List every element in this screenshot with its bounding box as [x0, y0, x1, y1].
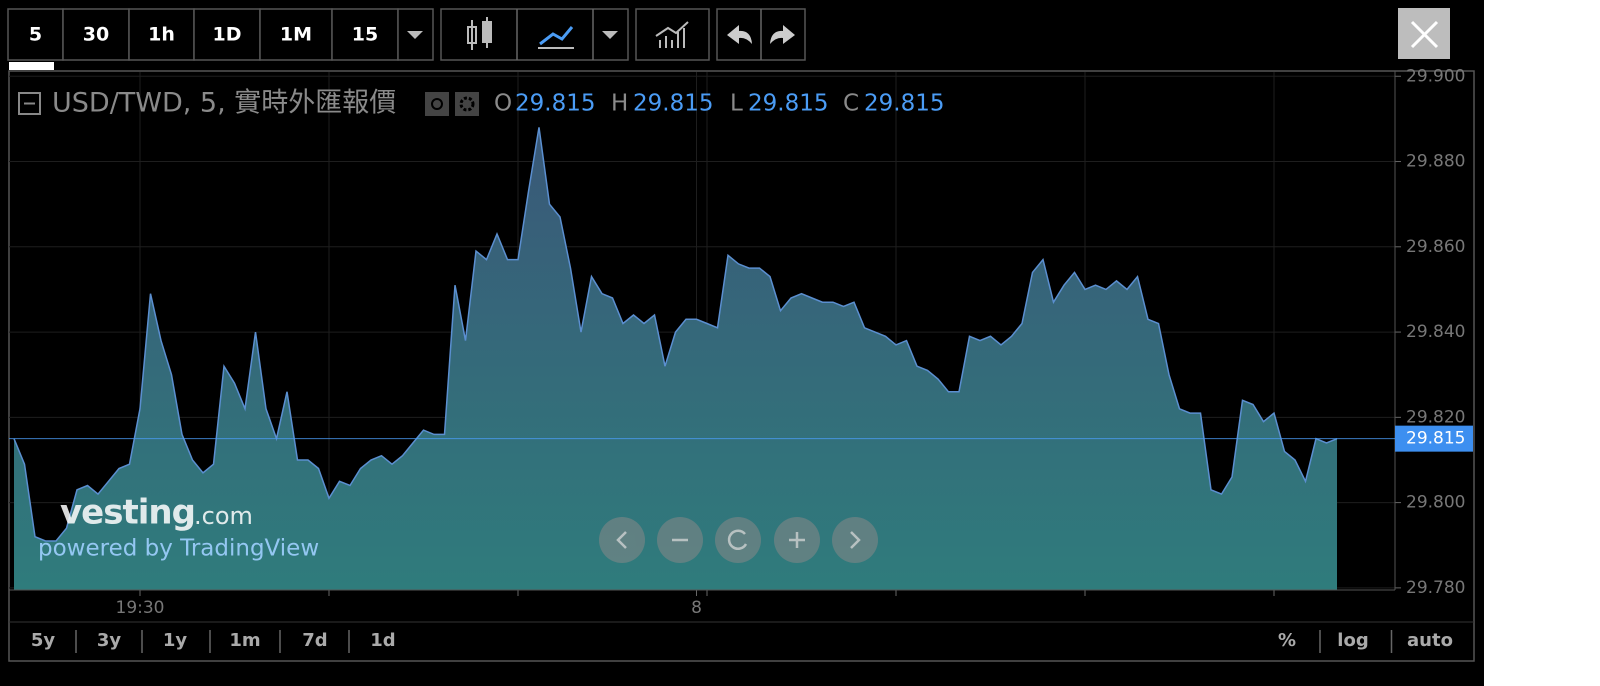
price-line [13, 127, 1338, 542]
scale-option[interactable]: auto [1407, 630, 1453, 651]
scale-option[interactable]: log [1337, 630, 1368, 651]
high-label: H [611, 91, 628, 117]
y-tick-label: 29.820 [1406, 407, 1465, 427]
low-label: L [730, 91, 743, 117]
close-icon [1410, 20, 1439, 49]
candle-icon [467, 17, 492, 50]
current-price-label: 29.815 [1406, 429, 1465, 449]
range-button[interactable]: 3y [97, 630, 122, 651]
y-tick-label: 29.900 [1406, 66, 1465, 86]
symbol-label: USD/TWD, 5, 實時外匯報價 [52, 88, 396, 119]
bottom-bar: 5y 3y 1y 1m 7d 1d% log auto [31, 630, 1453, 653]
indicators-button[interactable] [635, 8, 710, 61]
watermark: vesting .com powered by TradingView [38, 493, 319, 562]
plot: 19:30 8 29.780 29.800 29.820 29.840 29.860 29.8… [9, 66, 1473, 618]
interval-label: 15 [352, 24, 378, 46]
x-tick-label: 19:30 [116, 598, 165, 618]
y-tick-label: 29.880 [1406, 152, 1465, 172]
y-tick-label: 29.840 [1406, 322, 1465, 342]
navigation-icons [616, 529, 861, 550]
dropdown-icon [602, 31, 618, 39]
chart-frame [8, 70, 1475, 662]
high-value: 29.815 [633, 91, 713, 117]
interval-button[interactable] [62, 8, 130, 61]
interval-label: 1h [148, 24, 175, 46]
range-button[interactable]: 7d [302, 630, 327, 651]
range-button[interactable]: 1m [229, 630, 260, 651]
scale-option[interactable]: % [1278, 630, 1296, 651]
range-button[interactable]: 1y [163, 630, 188, 651]
dropdown-icon [407, 31, 423, 39]
interval-button[interactable] [331, 8, 399, 61]
interval-label: 1M [280, 24, 312, 46]
reset[interactable] [715, 517, 761, 563]
watermark-brand: vesting [60, 493, 195, 533]
scroll-tab[interactable] [9, 62, 54, 70]
redo-icon[interactable] [770, 25, 795, 44]
watermark-powered: powered by TradingView [38, 536, 319, 562]
open-label: O [494, 91, 512, 117]
range-button[interactable]: 5y [31, 630, 56, 651]
watermark-domain: .com [194, 502, 253, 530]
interval-button[interactable] [128, 8, 195, 61]
close-value: 29.815 [864, 91, 944, 117]
range-button[interactable]: 1d [370, 630, 395, 651]
y-tick-label: 29.780 [1406, 578, 1465, 598]
eye-icon[interactable] [425, 92, 449, 116]
chart-type-group[interactable] [440, 8, 629, 61]
indicators-icon [655, 21, 689, 48]
x-tick-label: 8 [691, 598, 702, 618]
settings-icon[interactable] [455, 92, 479, 116]
interval-button[interactable] [7, 8, 64, 61]
legend: USD/TWD, 5, 實時外匯報價 O 29.815 H 29.815 L 2… [18, 88, 944, 119]
toolbar: 5 30 1h 1D 1M 15 [7, 8, 1450, 70]
low-value: 29.815 [748, 91, 828, 117]
undo-icon[interactable] [727, 25, 752, 44]
y-tick-label: 29.860 [1406, 237, 1465, 257]
collapse-icon[interactable] [18, 92, 41, 115]
scroll-right[interactable] [832, 517, 878, 563]
area [14, 127, 1337, 591]
close-label: C [843, 91, 859, 117]
open-value: 29.815 [515, 91, 595, 117]
interval-button[interactable] [259, 8, 333, 61]
line-icon [539, 26, 574, 46]
y-tick-label: 29.800 [1406, 493, 1465, 513]
scroll-left[interactable] [599, 517, 645, 563]
interval-label: 30 [83, 24, 109, 46]
interval-label: 5 [29, 24, 42, 46]
current-price-box [1395, 425, 1473, 452]
interval-label: 1D [213, 24, 242, 46]
navigation-buttons [599, 517, 878, 563]
